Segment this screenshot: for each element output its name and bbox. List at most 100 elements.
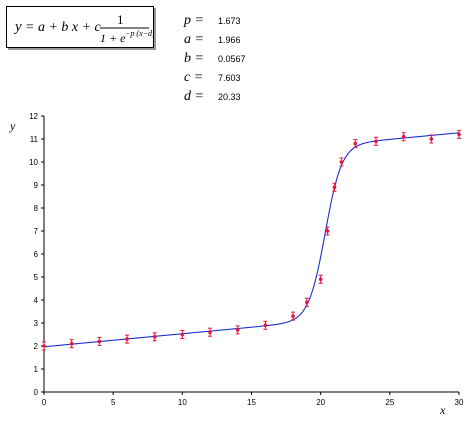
- param-name: d: [184, 89, 191, 104]
- param-row-d: d = 20.33: [184, 89, 246, 108]
- formula-denominator: 1 + e: [100, 31, 126, 45]
- formula-lhs: y: [13, 19, 22, 35]
- x-tick-label: 20: [316, 398, 325, 407]
- param-relation: =: [194, 89, 204, 104]
- point-marker: [429, 137, 434, 141]
- data-point: [97, 336, 102, 346]
- param-symbol: c =: [184, 70, 218, 86]
- formula-rhs-lead: = a + b x + c: [25, 20, 102, 35]
- param-symbol: p =: [184, 13, 218, 29]
- data-point: [125, 334, 129, 344]
- point-marker: [339, 160, 344, 164]
- param-symbol: a =: [184, 32, 218, 48]
- point-marker: [374, 139, 378, 144]
- data-point: [208, 327, 212, 337]
- y-tick-label: 0: [34, 388, 39, 397]
- y-tick-label: 12: [29, 112, 38, 121]
- param-value: 0.0567: [218, 54, 246, 64]
- x-tick-label: 5: [111, 398, 116, 407]
- formula-numerator: 1: [117, 12, 124, 27]
- param-symbol: d =: [184, 89, 218, 105]
- y-tick-label: 10: [29, 158, 38, 167]
- point-marker: [401, 134, 406, 139]
- x-tick-label: 10: [178, 398, 187, 407]
- param-name: a: [184, 32, 191, 47]
- y-tick-label: 6: [34, 250, 39, 259]
- formula-exponent: −p (x−d): [125, 29, 153, 38]
- param-relation: =: [194, 32, 204, 47]
- data-point: [429, 134, 434, 144]
- param-name: c: [184, 70, 191, 85]
- point-marker: [208, 330, 212, 335]
- param-relation: =: [194, 51, 204, 66]
- point-marker: [457, 132, 461, 137]
- fit-curve-layer: [43, 132, 460, 348]
- point-marker: [325, 229, 330, 233]
- y-axis-label: y: [9, 119, 16, 133]
- point-marker: [353, 141, 358, 146]
- point-marker: [42, 344, 46, 348]
- x-tick-label: 0: [42, 398, 47, 407]
- data-point: [401, 132, 406, 142]
- y-tick-label: 11: [30, 135, 39, 144]
- data-point: [325, 226, 330, 236]
- param-name: p: [184, 13, 191, 28]
- param-name: b: [184, 51, 191, 66]
- data-point: [353, 139, 358, 149]
- param-row-c: c = 7.603: [184, 70, 246, 89]
- point-marker: [318, 277, 323, 282]
- x-axis-label: x: [439, 403, 446, 417]
- point-marker: [69, 341, 74, 346]
- param-symbol: b =: [184, 51, 218, 67]
- point-marker: [125, 337, 129, 341]
- x-tick-label: 25: [385, 398, 394, 407]
- point-marker: [263, 323, 268, 328]
- data-point: [69, 339, 74, 349]
- data-point: [457, 129, 461, 139]
- param-relation: =: [193, 70, 204, 85]
- data-point: [152, 332, 157, 342]
- param-row-a: a = 1.966: [184, 32, 246, 51]
- point-marker: [332, 185, 337, 190]
- formula-svg: y = a + b x + c 1 1 + e −p (x−d): [13, 12, 153, 45]
- data-point: [374, 136, 378, 146]
- data-point: [235, 325, 240, 335]
- param-relation: =: [194, 13, 204, 28]
- param-value: 1.966: [218, 35, 241, 45]
- y-tick-label: 9: [34, 181, 39, 190]
- fit-curve: [43, 132, 460, 348]
- param-value: 1.673: [218, 16, 241, 26]
- data-point: [318, 274, 323, 284]
- x-tick-label: 15: [247, 398, 256, 407]
- param-row-b: b = 0.0567: [184, 51, 246, 70]
- y-tick-label: 1: [34, 365, 39, 374]
- y-tick-label: 8: [34, 204, 39, 213]
- data-point: [263, 320, 268, 330]
- parameter-list: p = 1.673 a = 1.966 b = 0.0567 c = 7.603…: [184, 13, 246, 108]
- point-marker: [305, 300, 309, 305]
- data-point: [304, 297, 309, 307]
- data-point: [291, 311, 295, 321]
- data-point: [332, 182, 337, 192]
- point-marker: [152, 335, 157, 339]
- point-marker: [291, 314, 295, 318]
- data-point: [180, 330, 185, 339]
- param-value: 7.603: [218, 73, 241, 83]
- y-tick-label: 4: [34, 296, 39, 305]
- point-marker: [180, 332, 185, 337]
- y-tick-label: 2: [34, 342, 39, 351]
- y-tick-label: 3: [34, 319, 39, 328]
- data-point: [42, 341, 46, 351]
- param-value: 20.33: [218, 92, 241, 102]
- param-row-p: p = 1.673: [184, 13, 246, 32]
- formula-box: y = a + b x + c 1 1 + e −p (x−d): [6, 6, 154, 48]
- x-tick-label: 30: [455, 398, 464, 407]
- y-tick-label: 7: [34, 227, 39, 236]
- data-points-layer: [42, 129, 461, 351]
- point-marker: [97, 339, 102, 344]
- data-point: [339, 157, 344, 167]
- point-marker: [235, 328, 240, 332]
- y-tick-label: 5: [34, 273, 39, 282]
